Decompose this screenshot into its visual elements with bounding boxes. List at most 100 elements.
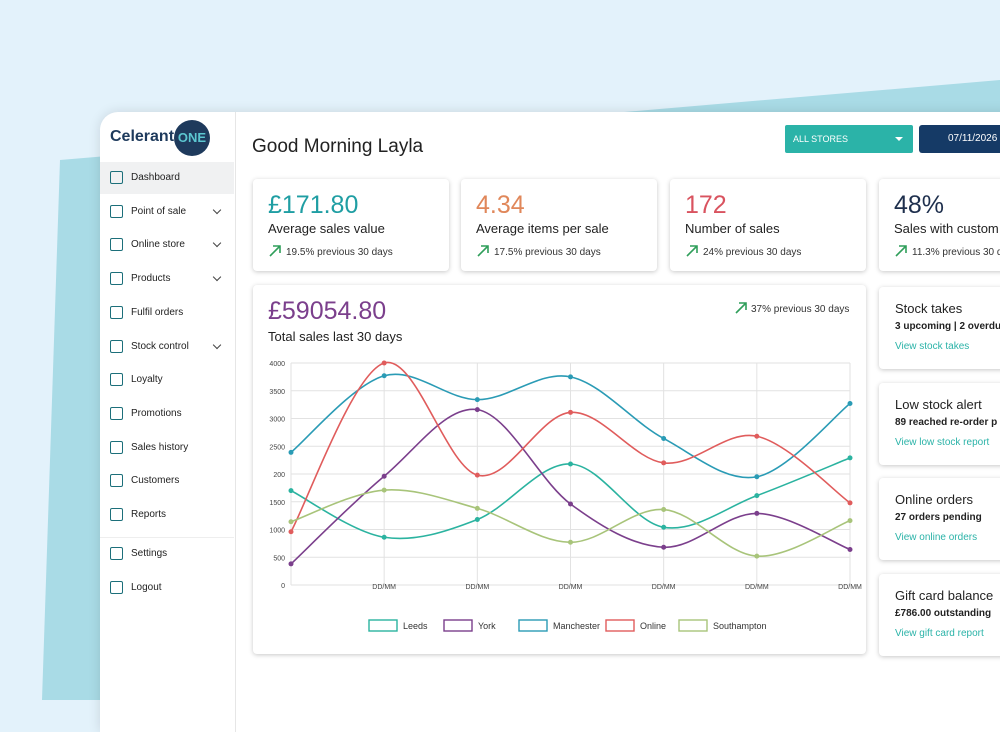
date-picker[interactable]: 07/11/2026 bbox=[919, 125, 1000, 153]
legend-label: York bbox=[478, 621, 496, 631]
menu-item[interactable]: Stock control bbox=[100, 331, 234, 363]
kpi-card: 48% Sales with custom 11.3% previous 30 da… bbox=[879, 179, 1000, 271]
menu-icon bbox=[110, 581, 123, 594]
menu-icon bbox=[110, 440, 123, 454]
data-point bbox=[381, 487, 387, 493]
data-point bbox=[381, 534, 387, 540]
kpi-label: Average items per sale bbox=[476, 221, 609, 236]
menu-label: Settings bbox=[131, 548, 168, 559]
legend-label: Manchester bbox=[553, 621, 600, 631]
menu-item[interactable]: Sales history bbox=[100, 432, 234, 464]
menu-item[interactable]: Reports bbox=[100, 499, 234, 531]
kpi-card: 4.34 Average items per sale 17.5% previous… bbox=[461, 179, 657, 271]
menu-label: Sales history bbox=[131, 441, 189, 453]
data-point bbox=[474, 472, 480, 478]
data-point bbox=[568, 539, 573, 545]
card-title: Gift card balance bbox=[895, 587, 994, 603]
data-point bbox=[661, 544, 667, 550]
data-point bbox=[568, 374, 573, 380]
menu-label: Logout bbox=[131, 582, 162, 593]
data-point bbox=[288, 488, 294, 494]
legend-label: Leeds bbox=[403, 621, 428, 631]
card-detail: £786.00 outstanding bbox=[895, 607, 992, 619]
data-point bbox=[288, 561, 294, 567]
card-title: Low stock alert bbox=[895, 396, 982, 412]
info-card: Low stock alert 89 reached re-order p View… bbox=[879, 382, 1000, 465]
data-point bbox=[847, 546, 853, 552]
menu-label: Point of sale bbox=[131, 205, 187, 217]
menu-item[interactable]: Dashboard bbox=[100, 162, 234, 194]
total-change: 37% previous 30 days bbox=[751, 304, 850, 315]
menu-item[interactable]: Point of sale bbox=[100, 196, 234, 228]
card-title: Stock takes bbox=[895, 301, 963, 316]
data-point bbox=[754, 493, 760, 499]
data-point bbox=[568, 461, 573, 467]
y-tick-label: 1000 bbox=[269, 528, 285, 535]
menu-item[interactable]: Loyalty bbox=[100, 364, 234, 396]
divider bbox=[100, 537, 234, 538]
kpi-label: Average sales value bbox=[268, 221, 385, 236]
info-card: Stock takes 3 upcoming | 2 overdu View sto… bbox=[879, 287, 1000, 369]
card-title: Online orders bbox=[895, 492, 974, 507]
total-label: Total sales last 30 days bbox=[268, 329, 403, 344]
menu-item[interactable]: Promotions bbox=[100, 398, 234, 430]
menu-item[interactable]: Settings bbox=[100, 538, 234, 570]
card-detail: 3 upcoming | 2 overdu bbox=[895, 321, 1000, 332]
card-link[interactable]: View stock takes bbox=[895, 341, 970, 352]
y-tick-label: 2500 bbox=[269, 444, 285, 451]
legend-swatch bbox=[443, 619, 473, 632]
data-point bbox=[847, 500, 853, 506]
card-link[interactable]: View online orders bbox=[895, 532, 978, 543]
data-point bbox=[661, 435, 667, 441]
menu-label: Promotions bbox=[131, 407, 182, 419]
menu-item[interactable]: Customers bbox=[100, 465, 234, 497]
kpi-change: 24% previous 30 days bbox=[703, 247, 802, 258]
menu-item[interactable]: Products bbox=[100, 263, 234, 295]
legend-swatch bbox=[518, 619, 548, 632]
legend-swatch bbox=[368, 619, 398, 632]
data-point bbox=[474, 407, 480, 413]
menu-label: Reports bbox=[131, 509, 167, 520]
card-detail: 27 orders pending bbox=[895, 512, 982, 523]
trend-arrow bbox=[735, 302, 747, 314]
kpi-change: 19.5% previous 30 days bbox=[286, 247, 393, 258]
y-tick-label: 3000 bbox=[269, 417, 285, 424]
series-line bbox=[290, 361, 851, 533]
menu-icon bbox=[110, 508, 123, 521]
y-tick-label: 3500 bbox=[269, 389, 285, 396]
menu-item[interactable]: Online store bbox=[100, 229, 234, 261]
info-card: Gift card balance £786.00 outstanding View… bbox=[879, 573, 1000, 656]
x-tick-label: DD/MM bbox=[652, 584, 676, 591]
kpi-change: 11.3% previous 30 days bbox=[912, 247, 1000, 258]
kpi-label: Number of sales bbox=[685, 221, 780, 236]
data-point bbox=[474, 505, 480, 511]
kpi-value: 48% bbox=[894, 191, 945, 219]
menu-icon bbox=[110, 339, 123, 353]
data-point bbox=[568, 409, 573, 415]
menu-label: Stock control bbox=[131, 340, 189, 352]
menu-label: Products bbox=[131, 273, 171, 285]
menu-label: Loyalty bbox=[131, 374, 163, 386]
data-point bbox=[847, 455, 853, 461]
card-link[interactable]: View low stock report bbox=[895, 436, 990, 448]
menu-item[interactable]: Fulfil orders bbox=[100, 297, 234, 329]
sidebar: Celerant ONE Dashboard Point of sale Onlin… bbox=[100, 112, 236, 732]
chevron bbox=[212, 205, 222, 214]
data-point bbox=[661, 524, 667, 530]
card-link[interactable]: View gift card report bbox=[895, 627, 984, 639]
data-point bbox=[754, 474, 760, 480]
trend-arrow bbox=[477, 245, 489, 257]
legend-swatch bbox=[678, 619, 708, 632]
menu-icon bbox=[110, 272, 123, 286]
x-tick-label: DD/MM bbox=[559, 584, 583, 591]
store-select[interactable]: ALL STORES bbox=[785, 125, 913, 153]
menu-icon bbox=[110, 474, 123, 488]
kpi-value: 4.34 bbox=[476, 191, 525, 219]
card-detail: 89 reached re-order p bbox=[895, 416, 998, 428]
data-point bbox=[288, 519, 294, 525]
data-point bbox=[381, 373, 387, 379]
menu-item[interactable]: Logout bbox=[100, 572, 234, 604]
data-point bbox=[474, 517, 480, 523]
trend-arrow bbox=[269, 245, 281, 257]
data-point bbox=[474, 397, 480, 403]
